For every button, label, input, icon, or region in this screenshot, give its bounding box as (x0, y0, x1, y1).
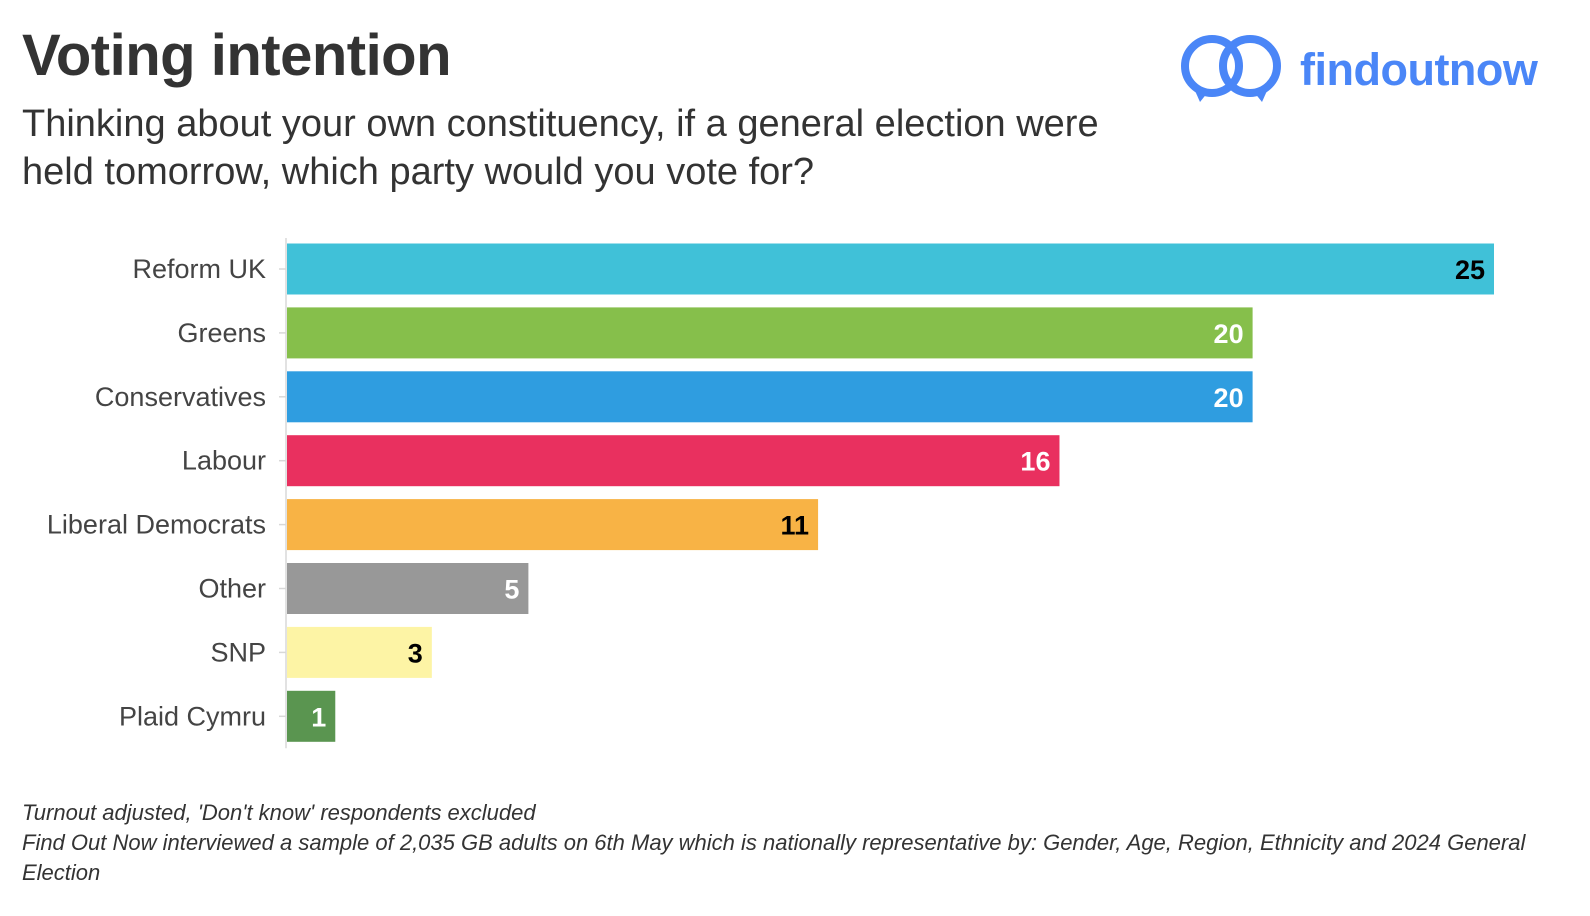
findoutnow-logo: findoutnow (1178, 32, 1538, 108)
bar-snp (287, 626, 432, 678)
footnote: Turnout adjusted, 'Don't know' responden… (22, 798, 1562, 888)
two-interlocking-speech-rings-icon (1181, 35, 1281, 102)
category-label: Conservatives (95, 382, 266, 412)
category-label: Liberal Democrats (47, 510, 266, 540)
bar-chart: Reform UK 25 Greens 20 Conservatives 20 Labour… (47, 238, 1494, 749)
chart-title: Voting intention (22, 23, 452, 88)
bar-liberal-democrats (287, 499, 819, 551)
value-label: 5 (504, 575, 519, 605)
bar-labour (287, 435, 1060, 487)
chart-subtitle: Thinking about your own constituency, if… (22, 103, 1099, 193)
value-label: 20 (1214, 319, 1244, 349)
value-label: 3 (408, 638, 423, 668)
bar-reform-uk (287, 243, 1494, 295)
logo-wordmark: findoutnow (1300, 44, 1538, 95)
bar-plaid-cymru (287, 690, 336, 742)
category-label: Greens (177, 318, 266, 348)
value-label: 16 (1020, 447, 1050, 477)
footnote-methodology: Find Out Now interviewed a sample of 2,0… (22, 830, 1526, 885)
value-label: 11 (781, 511, 810, 541)
category-label: Plaid Cymru (119, 701, 266, 731)
value-label: 25 (1455, 255, 1485, 285)
bar-conservatives (287, 371, 1253, 423)
category-label: SNP (210, 637, 266, 667)
bar-greens (287, 307, 1253, 359)
category-label: Labour (182, 446, 266, 476)
footnote-turnout: Turnout adjusted, 'Don't know' responden… (22, 800, 536, 825)
value-label: 20 (1214, 383, 1244, 413)
value-label: 1 (311, 702, 326, 732)
category-label: Other (198, 574, 266, 604)
category-label: Reform UK (132, 254, 266, 284)
bar-other (287, 563, 529, 614)
